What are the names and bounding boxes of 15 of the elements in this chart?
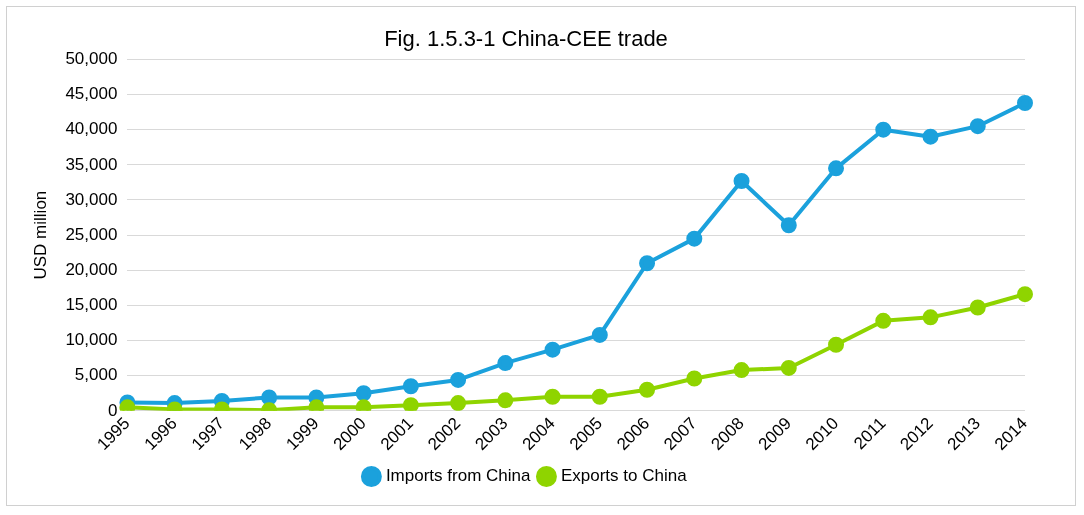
legend-label: Exports to China	[560, 466, 688, 486]
y-tick-label: 45,000	[65, 84, 118, 104]
chart-title: Fig. 1.5.3-1 China-CEE trade	[384, 26, 668, 52]
y-tick-label: 40,000	[65, 119, 118, 139]
y-tick-label: 10,000	[65, 330, 118, 350]
y-tick-label: 20,000	[65, 259, 118, 279]
y-axis-title: USD million	[30, 190, 50, 280]
y-tick-label: 15,000	[65, 295, 118, 315]
y-tick-label: 50,000	[65, 49, 118, 69]
legend-label: Imports from China	[385, 466, 531, 486]
y-tick-label: 5,000	[74, 365, 118, 385]
y-tick-label: 30,000	[65, 189, 118, 209]
y-tick-label: 35,000	[65, 154, 118, 174]
y-tick-label: 25,000	[65, 224, 118, 244]
y-tick-label: 0	[107, 400, 118, 420]
